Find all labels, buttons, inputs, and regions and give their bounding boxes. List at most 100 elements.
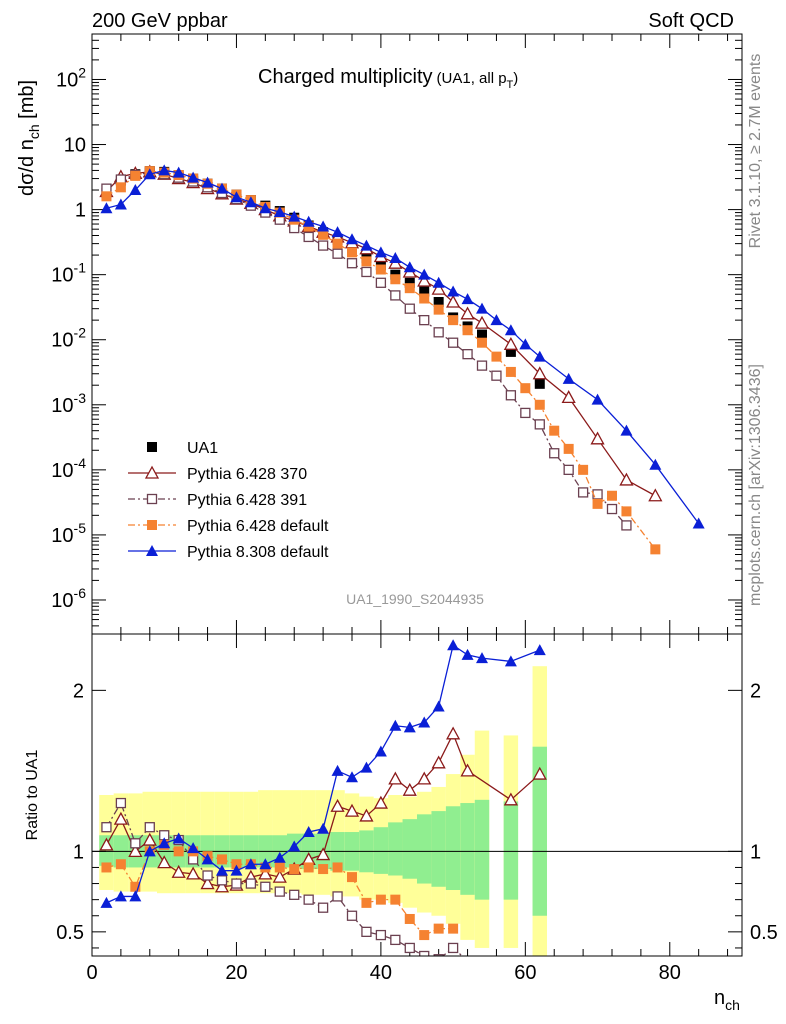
main-point: [375, 277, 387, 288]
main-point: [692, 517, 705, 529]
ratio-point: [374, 745, 387, 757]
ratio-xtick-label: 0: [86, 962, 97, 984]
ratio-point: [331, 764, 344, 776]
ratio-point: [375, 929, 387, 941]
ratio-point: [432, 700, 445, 712]
main-point: [332, 238, 343, 249]
main-point: [143, 168, 156, 180]
analysis-id: UA1_1990_S2044935: [346, 591, 484, 607]
main-point: [244, 196, 257, 208]
main-series-p6_default: [101, 166, 661, 555]
ratio-ylabel: Ratio to UA1: [24, 750, 41, 841]
main-point: [534, 378, 545, 389]
main-ytick-label: 10-3: [51, 390, 86, 417]
ratio-point: [172, 832, 185, 844]
ratio-ytick-label-left: 1: [73, 841, 84, 863]
main-point: [403, 261, 416, 273]
ratio-point: [332, 862, 343, 873]
ratio-point: [101, 862, 112, 873]
ratio-point: [317, 822, 330, 834]
ratio-point: [448, 923, 459, 934]
main-ylabel-sub: ch: [26, 124, 42, 139]
ratio-point: [274, 862, 285, 873]
main-point: [361, 256, 372, 267]
legend-marker: [147, 520, 157, 530]
ratio-point: [130, 838, 141, 849]
main-panel: Charged multiplicity (UA1, all pT) dσ/d n…: [16, 33, 743, 635]
main-point: [477, 337, 487, 348]
main-point: [187, 171, 200, 183]
ratio-point: [388, 771, 403, 785]
ratio-point: [214, 879, 230, 893]
ratio-point: [433, 923, 444, 934]
main-point: [115, 182, 126, 193]
main-point: [561, 390, 576, 404]
ratio-xlabel-sub: ch: [725, 997, 740, 1013]
main-series-line: [106, 170, 656, 550]
ratio-ytick-label-right: 0.5: [750, 922, 778, 944]
main-point: [390, 290, 401, 301]
ratio-point: [100, 896, 113, 908]
header-left-title: 200 GeV ppbar: [92, 10, 228, 32]
main-point: [621, 506, 632, 517]
main-point: [432, 276, 445, 288]
legend-label: Pythia 6.428 370: [187, 466, 307, 483]
ratio-point: [200, 876, 215, 890]
main-point: [100, 202, 113, 214]
main-point: [607, 490, 617, 501]
ratio-point: [346, 771, 358, 783]
ratio-point: [503, 792, 518, 806]
ratio-point: [347, 872, 357, 883]
main-ytick-exp: 2: [78, 64, 86, 80]
ratio-point: [260, 881, 271, 892]
legend-marker: [147, 442, 157, 452]
main-point: [431, 281, 446, 295]
main-point: [404, 303, 415, 314]
main-point: [447, 285, 460, 297]
legend-label: Pythia 6.428 391: [187, 492, 307, 509]
main-point: [532, 366, 547, 380]
ratio-band-inner: [503, 801, 519, 900]
main-ytick-exp: -5: [74, 520, 87, 536]
main-ytick-exp: -4: [74, 455, 87, 471]
main-point: [303, 231, 314, 243]
ratio-tick-labels: 0.5 0.51 12 20 20 40 60 80: [56, 680, 778, 984]
main-ytick-base: 10: [51, 265, 73, 287]
main-point: [505, 346, 516, 357]
main-point: [375, 264, 386, 275]
main-title-sub-prefix: (UA1, all p: [437, 70, 507, 87]
main-point: [302, 215, 315, 227]
main-title-sub-suffix: ): [513, 70, 518, 87]
legend-marker: [144, 465, 160, 479]
main-point: [419, 293, 430, 304]
ratio-ytick-label-right: 2: [750, 680, 761, 702]
ratio-point: [216, 864, 228, 876]
main-ytick-label: 102: [56, 64, 86, 91]
main-ytick-label: 10-5: [51, 520, 86, 547]
main-point: [606, 503, 618, 515]
main-point: [491, 351, 502, 362]
main-title-sub: (UA1, all pT): [437, 70, 519, 91]
ratio-point: [361, 897, 372, 908]
ratio-point: [217, 854, 227, 865]
ratio-point: [288, 840, 301, 852]
ratio-series-p8_default: [100, 639, 546, 908]
ratio-point: [460, 763, 475, 777]
ratio-point: [389, 719, 402, 731]
main-point: [549, 425, 560, 436]
ratio-point: [402, 782, 417, 796]
legend-marker: [146, 493, 158, 505]
main-point: [172, 166, 185, 178]
ratio-band-inner: [445, 806, 461, 890]
ratio-point: [359, 808, 374, 822]
side-label-mcplots: mcplots.cern.ch [arXiv:1306.3436]: [747, 364, 764, 606]
main-point: [216, 182, 228, 194]
ratio-point: [461, 648, 474, 660]
ratio-point: [115, 859, 126, 870]
main-point: [619, 472, 634, 486]
main-point: [346, 258, 358, 269]
main-ytick-base: 10: [51, 330, 73, 352]
ratio-xtick-label: 40: [370, 962, 392, 984]
ratio-band-inner: [417, 814, 432, 884]
